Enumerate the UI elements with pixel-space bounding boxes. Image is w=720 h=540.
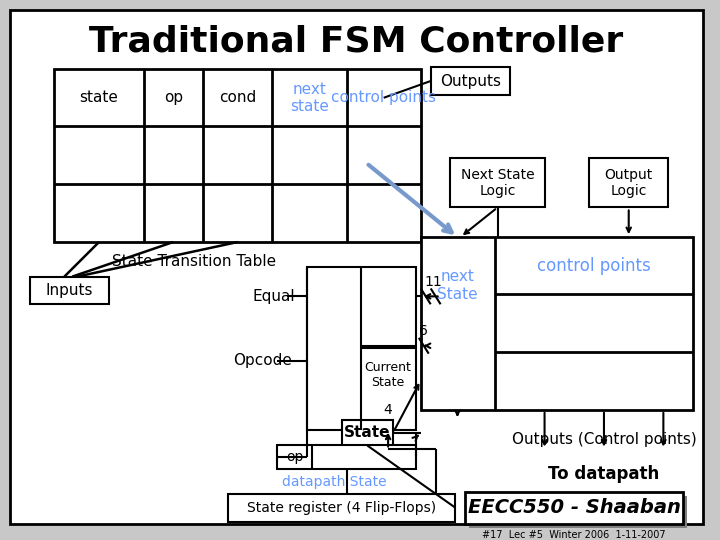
Text: op: op	[287, 450, 304, 464]
Bar	[589, 158, 668, 207]
Text: State register (4 Flip-Flops): State register (4 Flip-Flops)	[247, 501, 436, 515]
Bar	[307, 267, 416, 430]
Bar	[431, 67, 510, 95]
Bar	[55, 69, 420, 242]
Text: Current
State: Current State	[365, 361, 412, 389]
Text: next
state: next state	[290, 82, 329, 114]
Text: Equal: Equal	[253, 289, 295, 304]
Text: Output
Logic: Output Logic	[605, 167, 653, 198]
Text: Inputs: Inputs	[45, 283, 93, 298]
Bar	[228, 494, 456, 522]
Text: State Transition Table: State Transition Table	[112, 254, 276, 269]
Bar	[465, 492, 683, 524]
Text: Outputs (Control points): Outputs (Control points)	[512, 432, 696, 447]
Text: EECC550 - Shaaban: EECC550 - Shaaban	[468, 498, 680, 517]
Text: Traditional FSM Controller: Traditional FSM Controller	[89, 24, 624, 58]
Text: #17  Lec #5  Winter 2006  1-11-2007: #17 Lec #5 Winter 2006 1-11-2007	[482, 530, 666, 540]
Text: cond: cond	[219, 90, 256, 105]
Text: op: op	[163, 90, 183, 105]
Bar	[451, 158, 544, 207]
Text: next
State: next State	[437, 269, 478, 302]
Text: control points: control points	[331, 90, 436, 105]
Text: State: State	[344, 425, 390, 440]
Bar	[420, 237, 693, 410]
Text: 6: 6	[419, 324, 428, 338]
Text: Opcode: Opcode	[233, 353, 292, 368]
Bar	[469, 496, 687, 528]
Text: Outputs: Outputs	[440, 73, 501, 89]
Text: 11: 11	[425, 274, 443, 288]
Text: 4: 4	[384, 403, 392, 417]
Bar	[277, 444, 416, 469]
Text: datapath State: datapath State	[282, 475, 387, 489]
Bar	[341, 420, 393, 445]
Text: control points: control points	[537, 258, 651, 275]
Bar	[30, 276, 109, 304]
Text: Next State
Logic: Next State Logic	[461, 167, 534, 198]
Text: To datapath: To datapath	[549, 465, 660, 483]
Text: state: state	[80, 90, 119, 105]
